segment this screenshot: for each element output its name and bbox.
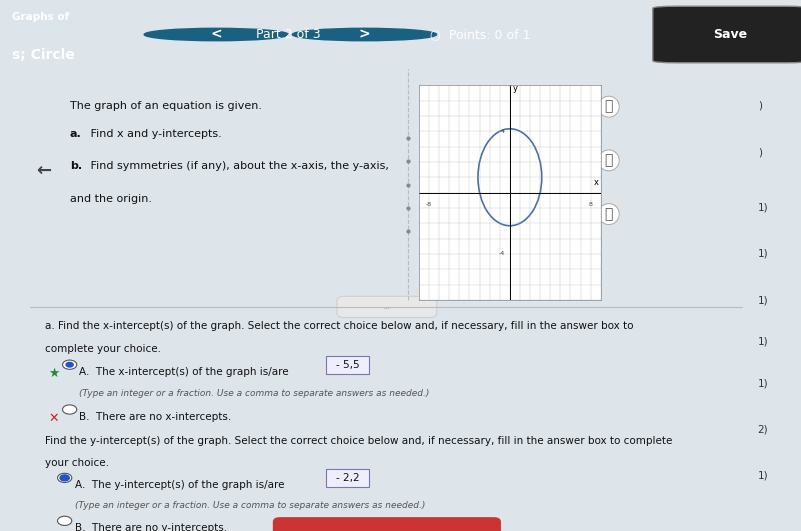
Text: B.  There are no y-intercepts.: B. There are no y-intercepts. xyxy=(74,523,227,531)
Text: 4: 4 xyxy=(501,129,505,134)
Text: (Type an integer or a fraction. Use a comma to separate answers as needed.): (Type an integer or a fraction. Use a co… xyxy=(74,501,425,510)
Text: >: > xyxy=(359,28,370,41)
Text: The graph of an equation is given.: The graph of an equation is given. xyxy=(70,101,262,112)
Text: ⌕: ⌕ xyxy=(605,100,613,114)
Text: your choice.: your choice. xyxy=(45,458,109,468)
Text: -8: -8 xyxy=(426,202,432,207)
Text: ✕: ✕ xyxy=(48,412,58,425)
Text: Part 2 of 3: Part 2 of 3 xyxy=(256,28,320,41)
Text: (Type an integer or a fraction. Use a comma to separate answers as needed.): (Type an integer or a fraction. Use a co… xyxy=(79,389,429,398)
Text: 1): 1) xyxy=(758,470,768,481)
Circle shape xyxy=(62,360,77,370)
Text: - 2,2: - 2,2 xyxy=(336,473,360,483)
Circle shape xyxy=(58,516,72,526)
Text: Graphs of: Graphs of xyxy=(12,12,69,22)
Circle shape xyxy=(60,475,70,481)
Text: and the origin.: and the origin. xyxy=(70,194,151,204)
Text: A.  The x-intercept(s) of the graph is/are: A. The x-intercept(s) of the graph is/ar… xyxy=(79,367,288,377)
Circle shape xyxy=(292,28,437,41)
Text: A.  The y-intercept(s) of the graph is/are: A. The y-intercept(s) of the graph is/ar… xyxy=(74,480,284,490)
Text: Find x and y-intercepts.: Find x and y-intercepts. xyxy=(87,129,222,139)
Text: ←: ← xyxy=(36,161,51,179)
Text: b.: b. xyxy=(70,161,82,172)
Text: ): ) xyxy=(758,147,762,157)
FancyBboxPatch shape xyxy=(653,6,801,63)
Text: a. Find the x-intercept(s) of the graph. Select the correct choice below and, if: a. Find the x-intercept(s) of the graph.… xyxy=(45,321,634,331)
Text: 8: 8 xyxy=(589,202,593,207)
Text: 1): 1) xyxy=(758,378,768,388)
FancyBboxPatch shape xyxy=(326,356,369,374)
Text: -4: -4 xyxy=(498,252,505,256)
Circle shape xyxy=(144,28,288,41)
FancyBboxPatch shape xyxy=(273,517,501,531)
Text: Find the y-intercept(s) of the graph. Select the correct choice below and, if ne: Find the y-intercept(s) of the graph. Se… xyxy=(45,436,672,446)
Text: B.  There are no x-intercepts.: B. There are no x-intercepts. xyxy=(79,412,231,422)
Text: 1): 1) xyxy=(758,337,768,347)
Text: complete your choice.: complete your choice. xyxy=(45,344,161,354)
Text: s; Circle: s; Circle xyxy=(12,48,74,62)
Text: ○  Points: 0 of 1: ○ Points: 0 of 1 xyxy=(430,28,531,41)
Text: 1): 1) xyxy=(758,295,768,305)
Text: - 5,5: - 5,5 xyxy=(336,360,360,370)
Text: y: y xyxy=(513,84,518,93)
Text: ★: ★ xyxy=(48,367,59,380)
Text: Find symmetries (if any), about the x-axis, the y-axis,: Find symmetries (if any), about the x-ax… xyxy=(87,161,389,172)
Text: 2): 2) xyxy=(758,424,768,434)
Text: <: < xyxy=(211,28,222,41)
Circle shape xyxy=(58,473,72,483)
Circle shape xyxy=(66,362,73,367)
Text: a.: a. xyxy=(70,129,82,139)
FancyBboxPatch shape xyxy=(337,296,437,318)
Circle shape xyxy=(62,405,77,414)
Text: ...: ... xyxy=(384,304,390,310)
Text: ): ) xyxy=(758,101,762,111)
Text: ⌕: ⌕ xyxy=(605,153,613,167)
FancyBboxPatch shape xyxy=(326,469,369,486)
Text: x: x xyxy=(594,178,599,187)
Text: 1): 1) xyxy=(758,249,768,259)
Text: Save: Save xyxy=(714,28,747,41)
Text: 1): 1) xyxy=(758,203,768,212)
Text: ⧉: ⧉ xyxy=(605,207,613,221)
